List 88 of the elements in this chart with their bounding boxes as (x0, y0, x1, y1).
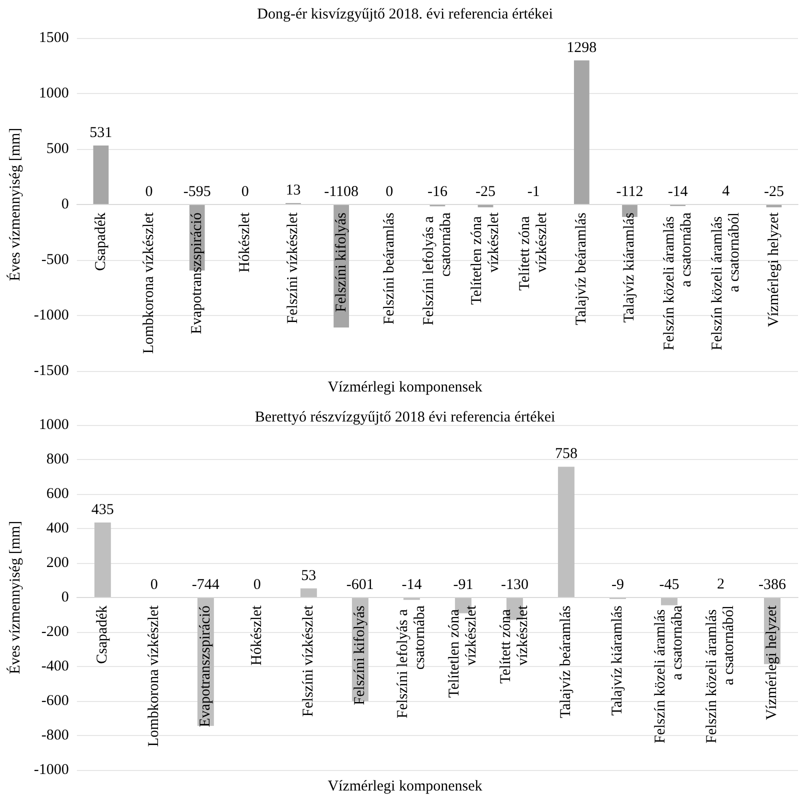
data-label: -25 (476, 184, 496, 200)
y-tick-label: -500 (41, 252, 69, 268)
x-tick-label: Csapadék (92, 212, 109, 271)
data-label: 4 (722, 184, 730, 200)
x-tick-label: Felszíni lefolyás a csatornába (420, 212, 454, 326)
data-label: 758 (554, 446, 578, 462)
data-label: 53 (301, 568, 316, 584)
x-tick-label: Talajvíz beáramlás (574, 212, 590, 326)
y-tick-label: 1000 (38, 417, 69, 433)
bar (558, 466, 574, 598)
y-axis-title: Éves vízmennyiség [mm] (6, 520, 24, 674)
chart-title: Dong-ér kisvízgyűjtő 2018. évi referencia értékei (257, 6, 553, 22)
data-label: -1108 (324, 184, 359, 200)
y-tick-label: 600 (46, 486, 69, 502)
data-label: 0 (253, 577, 261, 593)
x-tick-label: Telítetlen zóna vízkészlet (446, 604, 480, 698)
x-tick-label: Vízmérlegi helyzet (766, 212, 782, 328)
bar (660, 598, 678, 606)
x-tick-label: Felszín közeli áramlás a csatornából (704, 606, 738, 744)
y-tick-label: -800 (41, 728, 69, 744)
data-label: 1298 (566, 40, 597, 56)
x-tick-label: Felszín közeli áramlás a csatornából (709, 212, 742, 350)
data-label: -16 (427, 184, 448, 200)
x-tick-label: Hókészlet (249, 604, 266, 666)
y-axis-title: Éves vízmennyiség [mm] (6, 128, 24, 282)
x-tick-label: Felszíni beáramlás (381, 212, 398, 325)
data-label: 13 (286, 182, 301, 199)
y-tick-label: -400 (41, 658, 69, 674)
x-tick-label: Felszíni vízkészlet (285, 212, 302, 324)
bar (574, 60, 590, 204)
bar (300, 588, 317, 598)
x-tick-label: Felszíni kifolyás (333, 212, 350, 312)
x-tick-label: Talajvíz kiáramlás (622, 212, 638, 323)
data-label: 2 (716, 576, 724, 593)
y-tick-label: 0 (61, 196, 69, 212)
x-tick-label: Lombkorona vízkészlet (146, 604, 162, 747)
data-label: -45 (659, 577, 680, 593)
bar (94, 522, 111, 598)
data-label: -130 (500, 577, 528, 593)
data-label: -14 (402, 577, 422, 593)
data-label: -25 (764, 184, 784, 200)
x-tick-label: Vízmérlegi helyzet (764, 604, 780, 720)
data-label: 531 (90, 125, 112, 142)
x-tick-label: Hókészlet (237, 212, 254, 272)
data-label: -386 (758, 577, 786, 593)
x-tick-label: Telítetlen zóna vízkészlet (469, 212, 502, 305)
data-label: -744 (192, 577, 220, 593)
y-tick-label: -1000 (34, 762, 69, 778)
data-label: 0 (241, 184, 249, 200)
x-tick-label: Felszín közeli áramlás a csatornába (661, 212, 694, 350)
x-tick-label: Evapotranszspiráció (198, 606, 214, 728)
data-label: 0 (386, 184, 394, 200)
x-tick-label: Felszíni kifolyás (352, 605, 368, 706)
x-tick-label: Felszíni vízkészlet (300, 604, 317, 717)
x-axis-title: Vízmérlegi komponensek (328, 778, 483, 794)
x-tick-label: Csapadék (94, 605, 111, 664)
x-tick-label: Talajvíz kiáramlás (610, 605, 626, 716)
x-axis-title: Vízmérlegi komponensek (328, 380, 483, 396)
data-label: -9 (611, 577, 624, 593)
x-tick-label: Talajvíz beáramlás (558, 605, 574, 718)
x-tick-label: Felszín közeli áramlás a csatornába (652, 605, 686, 744)
y-tick-label: -200 (41, 624, 69, 640)
y-tick-label: 500 (46, 141, 69, 157)
y-tick-label: 0 (61, 590, 69, 606)
data-label: -14 (668, 184, 688, 200)
data-label: 0 (145, 184, 153, 200)
x-tick-label: Telített zóna vízkészlet (517, 212, 550, 291)
data-label: -595 (183, 184, 211, 200)
y-tick-label: -1000 (34, 308, 69, 324)
y-tick-label: 1000 (38, 86, 69, 102)
y-tick-label: 1500 (38, 30, 69, 46)
x-tick-label: Lombkorona vízkészlet (141, 212, 158, 354)
data-label: -112 (616, 184, 644, 200)
bar (93, 146, 109, 204)
x-tick-label: Evapotranszspiráció (189, 212, 206, 334)
y-tick-label: 400 (46, 520, 69, 536)
data-label: -1 (527, 184, 540, 200)
chart-title: Berettyó részvízgyűjtő 2018 évi referencia értékei (254, 410, 556, 426)
y-tick-label: 200 (46, 555, 69, 571)
data-label: 435 (91, 502, 114, 518)
y-tick-label: 800 (46, 452, 69, 468)
x-tick-label: Telített zóna vízkészlet (498, 604, 532, 684)
y-tick-label: -600 (41, 693, 69, 709)
data-label: -91 (453, 577, 474, 593)
data-label: -601 (346, 577, 374, 593)
y-tick-label: -1500 (34, 363, 69, 379)
data-label: 0 (150, 577, 158, 593)
x-tick-label: Felszíni lefolyás a csatornába (395, 605, 428, 718)
